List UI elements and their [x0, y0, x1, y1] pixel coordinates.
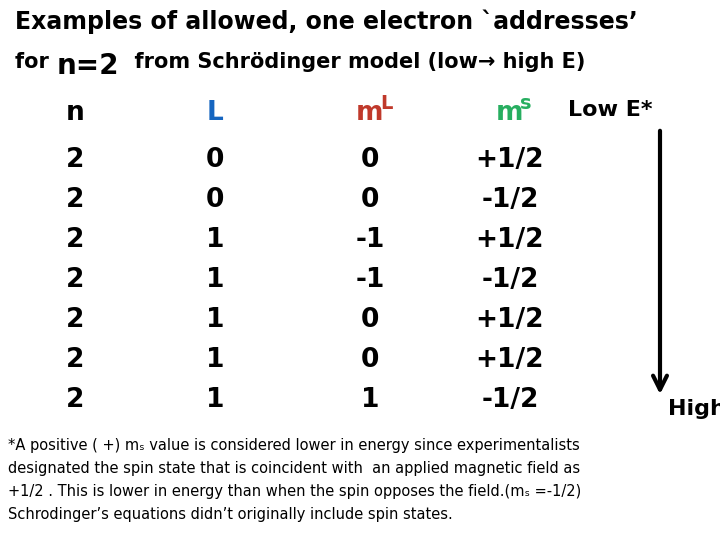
Text: 1: 1: [206, 227, 224, 253]
Text: 1: 1: [361, 387, 379, 413]
Text: 0: 0: [361, 187, 379, 213]
Text: 1: 1: [206, 307, 224, 333]
Text: 2: 2: [66, 307, 84, 333]
Text: designated the spin state that is coincident with  an applied magnetic field as: designated the spin state that is coinci…: [8, 461, 580, 476]
Text: 2: 2: [66, 267, 84, 293]
Text: +1/2: +1/2: [476, 227, 544, 253]
Text: -1/2: -1/2: [481, 387, 539, 413]
Text: 2: 2: [66, 387, 84, 413]
Text: 0: 0: [361, 147, 379, 173]
Text: Schrodinger’s equations didn’t originally include spin states.: Schrodinger’s equations didn’t originall…: [8, 507, 453, 522]
Text: m: m: [496, 100, 523, 126]
Text: m: m: [356, 100, 384, 126]
Text: -1/2: -1/2: [481, 267, 539, 293]
Text: 2: 2: [66, 187, 84, 213]
Text: from Schrödinger model (low→ high E): from Schrödinger model (low→ high E): [120, 52, 585, 72]
Text: for: for: [15, 52, 56, 72]
Text: +1/2: +1/2: [476, 147, 544, 173]
Text: *A positive ( +) mₛ value is considered lower in energy since experimentalists: *A positive ( +) mₛ value is considered …: [8, 438, 580, 453]
Text: 1: 1: [206, 267, 224, 293]
Text: -1: -1: [355, 227, 384, 253]
Text: -1: -1: [355, 267, 384, 293]
Text: n=2: n=2: [57, 52, 120, 80]
Text: High E: High E: [668, 399, 720, 419]
Text: +1/2: +1/2: [476, 307, 544, 333]
Text: -1/2: -1/2: [481, 187, 539, 213]
Text: 0: 0: [206, 147, 224, 173]
Text: L: L: [380, 94, 392, 113]
Text: 0: 0: [361, 307, 379, 333]
Text: n: n: [66, 100, 84, 126]
Text: 2: 2: [66, 147, 84, 173]
Text: 1: 1: [206, 347, 224, 373]
Text: 2: 2: [66, 347, 84, 373]
Text: 0: 0: [206, 187, 224, 213]
Text: L: L: [207, 100, 223, 126]
Text: 2: 2: [66, 227, 84, 253]
Text: Low E*: Low E*: [568, 100, 652, 120]
Text: +1/2: +1/2: [476, 347, 544, 373]
Text: s: s: [520, 94, 531, 113]
Text: 0: 0: [361, 347, 379, 373]
Text: Examples of allowed, one electron `addresses’: Examples of allowed, one electron `addre…: [15, 10, 638, 35]
Text: 1: 1: [206, 387, 224, 413]
Text: +1/2 . This is lower in energy than when the spin opposes the field.(mₛ =-1/2): +1/2 . This is lower in energy than when…: [8, 484, 581, 499]
